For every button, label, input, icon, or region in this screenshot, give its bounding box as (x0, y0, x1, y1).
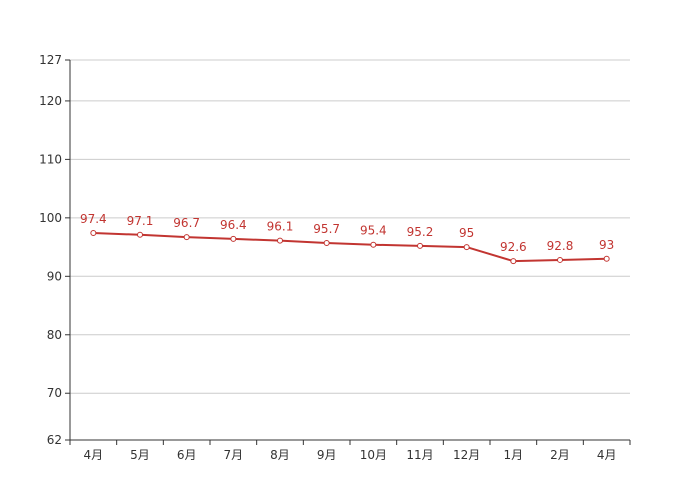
data-point (370, 241, 377, 248)
data-point (463, 244, 470, 251)
data-point (557, 256, 563, 263)
data-point (603, 255, 610, 262)
data-label: 96.1 (267, 220, 294, 234)
y-tick-label: 80 (47, 328, 62, 342)
x-tick-label: 8月 (270, 448, 290, 462)
x-tick-label: 10月 (360, 448, 387, 462)
data-label: 97.4 (80, 212, 107, 226)
x-tick-label: 4月 (597, 448, 617, 462)
x-tick-label: 6月 (177, 448, 197, 462)
x-tick-label: 7月 (224, 448, 244, 462)
y-tick-label: 120 (39, 94, 62, 108)
series-line (93, 232, 607, 263)
data-label: 92.6 (500, 240, 527, 254)
y-tick-label: 110 (39, 152, 62, 166)
x-tick-label: 1月 (504, 448, 524, 462)
data-label: 95 (459, 226, 474, 240)
data-label: 95.4 (360, 224, 387, 238)
x-axis: 4月 5月 6月 7月 8月 9月 10月 11月 12月 1月 2月 4月 (69, 439, 631, 462)
data-point (230, 235, 237, 242)
x-tick-label: 2月 (550, 448, 570, 462)
data-point (90, 230, 97, 237)
data-label: 96.7 (173, 216, 200, 230)
x-tick-label: 11月 (406, 448, 433, 462)
y-tick-label: 62 (47, 433, 62, 447)
y-tick-label: 127 (39, 53, 62, 67)
x-tick-label: 5月 (130, 448, 150, 462)
data-point (323, 239, 330, 246)
series-line-group (93, 232, 607, 263)
x-tick-label: 4月 (84, 448, 104, 462)
data-label: 97.1 (127, 214, 154, 228)
data-point (277, 237, 283, 244)
data-label: 96.4 (220, 218, 247, 232)
data-label: 95.2 (407, 225, 434, 239)
y-tick-label: 100 (39, 211, 62, 225)
data-point (137, 231, 143, 238)
data-point (510, 258, 517, 265)
y-axis: 62 70 80 90 100 110 120 127 (39, 53, 71, 447)
data-point (417, 242, 423, 249)
data-labels: 97.4 97.1 96.7 96.4 96.1 95.7 95.4 95.2 95 92.6 92… (80, 212, 614, 254)
data-label: 92.8 (547, 239, 574, 253)
grid-lines (70, 59, 630, 394)
y-tick-label: 90 (47, 269, 62, 283)
y-tick-label: 70 (47, 386, 62, 400)
data-points (90, 230, 610, 265)
x-tick-label: 12月 (453, 448, 480, 462)
data-label: 95.7 (313, 222, 340, 236)
data-label: 93 (599, 238, 614, 252)
x-tick-label: 9月 (317, 448, 337, 462)
data-point (183, 234, 190, 241)
